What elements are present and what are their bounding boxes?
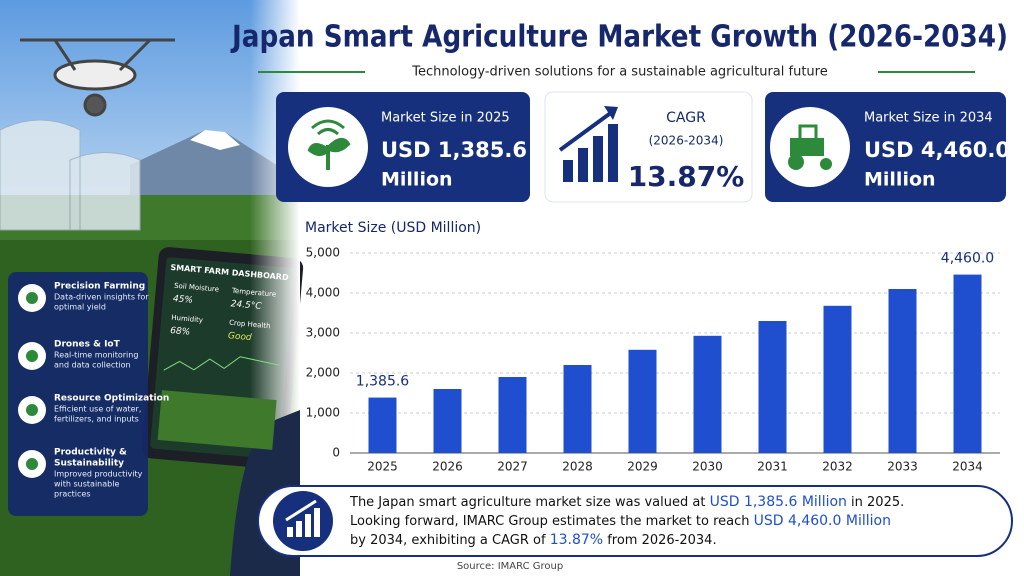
value-label: 1,385.6 [356, 374, 410, 390]
summary-text: in 2025. [847, 495, 904, 510]
metric-value: Good [228, 331, 253, 343]
feature-desc: practices [54, 490, 91, 499]
summary-box [257, 485, 1013, 557]
summary-text: from 2026-2034. [603, 533, 717, 548]
feature-title: Sustainability [54, 459, 124, 469]
feature-desc: with sustainable [54, 480, 119, 489]
feature-desc: Data-driven insights for [54, 293, 149, 302]
feature-title: Precision Farming [54, 282, 145, 292]
feature-desc: fertilizers, and inputs [54, 415, 139, 424]
bar [693, 335, 722, 453]
bar [823, 305, 852, 453]
value-label: 4,460.0 [941, 251, 994, 267]
y-tick-label: 0 [332, 446, 340, 460]
bar [368, 397, 397, 453]
x-tick-label: 2025 [367, 460, 398, 474]
bar [433, 389, 462, 453]
card-value: USD 4,460.0 [864, 138, 1010, 162]
feature-icon-dot [26, 458, 38, 470]
metric-value: 45% [173, 294, 194, 306]
feature-icon-dot [26, 404, 38, 416]
highlight: USD 4,460.0 Million [754, 513, 891, 529]
summary-text: by 2034, exhibiting a CAGR of [350, 533, 550, 548]
feature-icon-dot [26, 292, 38, 304]
card-label: Market Size in 2025 [381, 111, 510, 126]
x-tick-label: 2029 [627, 460, 658, 474]
metric-value: 68% [170, 326, 191, 338]
summary-text: The Japan smart agriculture market size … [349, 494, 904, 548]
title: Japan Smart Agriculture Market Growth (2… [230, 20, 1008, 55]
x-tick-label: 2032 [822, 460, 853, 474]
summary-icon [273, 491, 333, 551]
bar [498, 377, 527, 453]
bar [628, 349, 657, 453]
x-tick-label: 2027 [497, 460, 528, 474]
card-value: 13.87% [628, 160, 745, 193]
source: Source: IMARC Group [457, 561, 563, 572]
y-tick-label: 2,000 [306, 366, 340, 380]
summary-text: Looking forward, IMARC Group estimates t… [350, 514, 754, 529]
feature-desc: Efficient use of water, [54, 405, 141, 414]
highlight: 13.87% [550, 532, 603, 548]
feature-desc: optimal yield [54, 303, 106, 312]
x-tick-label: 2033 [887, 460, 918, 474]
feature-title: Drones & IoT [54, 340, 121, 350]
x-tick-label: 2030 [692, 460, 723, 474]
card-value: USD 1,385.6 [381, 138, 527, 162]
feature-panel [8, 272, 148, 516]
feature-desc: Real-time monitoring [54, 351, 138, 360]
subtitle: Technology-driven solutions for a sustai… [411, 65, 827, 80]
feature-icon-dot [26, 350, 38, 362]
card-unit: Million [381, 169, 453, 191]
x-tick-label: 2026 [432, 460, 463, 474]
feature-title: Productivity & [54, 448, 127, 458]
card-label: CAGR [666, 110, 706, 126]
metric-label: Humidity [171, 314, 203, 325]
feature-title: Resource Optimization [54, 394, 169, 404]
y-tick-label: 4,000 [306, 286, 340, 300]
feature-desc: Improved productivity [54, 470, 143, 479]
x-tick-label: 2034 [952, 460, 983, 474]
card-period: (2026-2034) [649, 134, 724, 148]
metric-value: 24.5°C [230, 299, 262, 312]
metric-label: Crop Health [229, 319, 271, 331]
chart-title: Market Size (USD Million) [305, 220, 481, 236]
card-label: Market Size in 2034 [864, 111, 993, 126]
summary-line: Looking forward, IMARC Group estimates t… [350, 513, 891, 529]
metric-label: Temperature [231, 287, 277, 299]
highlight: USD 1,385.6 Million [710, 494, 847, 510]
card: Market Size in 2025 USD 1,385.6 Million [276, 92, 530, 202]
x-tick-label: 2028 [562, 460, 593, 474]
summary-line: The Japan smart agriculture market size … [349, 494, 904, 510]
bar [888, 289, 917, 453]
summary-line: by 2034, exhibiting a CAGR of 13.87% fro… [350, 532, 717, 548]
card-unit: Million [864, 169, 936, 191]
card: Market Size in 2034 USD 4,460.0 Million [765, 92, 1010, 202]
bar-chart: 0 1,000 2,000 3,000 4,000 5,000 2025 1,385.6 202… [306, 246, 1000, 474]
feature-desc: and data collection [54, 361, 131, 370]
summary-text: The Japan smart agriculture market size … [349, 495, 710, 510]
bar [758, 321, 787, 453]
bar [563, 365, 592, 453]
x-tick-label: 2031 [757, 460, 788, 474]
card: CAGR (2026-2034) 13.87% [544, 91, 753, 203]
bar [953, 274, 982, 453]
y-tick-label: 3,000 [306, 326, 340, 340]
y-tick-label: 1,000 [306, 406, 340, 420]
metric-label: Soil Moisture [174, 282, 219, 294]
y-tick-label: 5,000 [306, 246, 340, 260]
